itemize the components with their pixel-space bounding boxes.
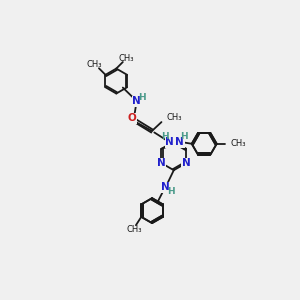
Text: H: H <box>180 132 188 141</box>
Text: CH₃: CH₃ <box>127 225 142 234</box>
Text: N: N <box>169 137 178 147</box>
Text: N: N <box>176 137 184 147</box>
Text: CH₃: CH₃ <box>166 113 182 122</box>
Text: H: H <box>138 93 146 102</box>
Text: N: N <box>157 158 166 168</box>
Text: H: H <box>167 187 175 196</box>
Text: O: O <box>128 113 137 124</box>
Text: N: N <box>182 158 190 168</box>
Text: N: N <box>132 96 141 106</box>
Text: H: H <box>161 132 169 141</box>
Text: N: N <box>161 182 170 193</box>
Text: CH₃: CH₃ <box>119 54 134 63</box>
Text: N: N <box>165 137 174 147</box>
Text: CH₃: CH₃ <box>86 60 102 69</box>
Text: CH₃: CH₃ <box>230 139 246 148</box>
